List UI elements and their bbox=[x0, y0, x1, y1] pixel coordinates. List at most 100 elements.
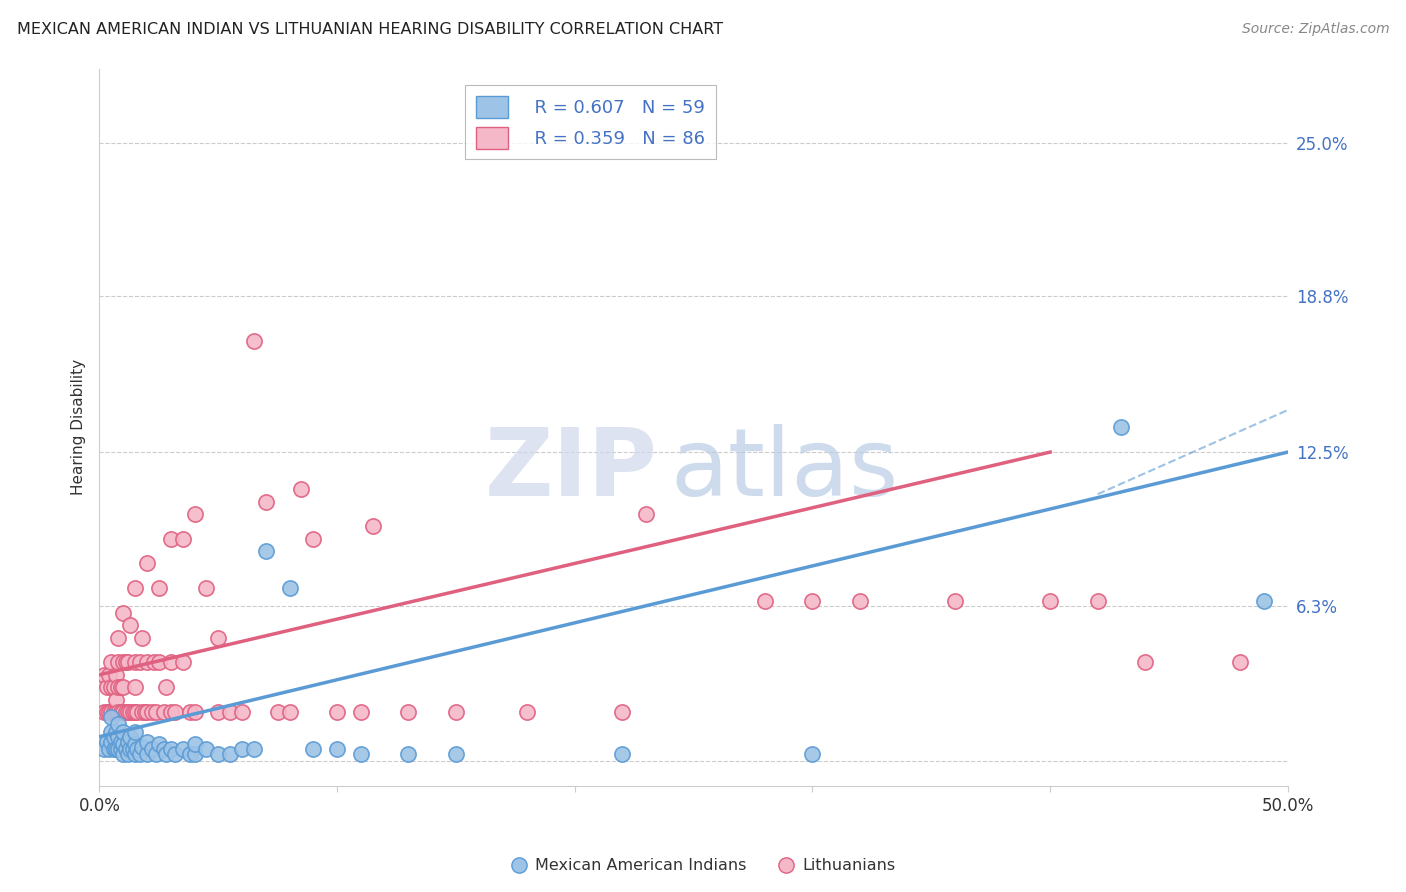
Point bbox=[105, 705, 128, 719]
Point bbox=[96, 705, 118, 719]
Point bbox=[105, 692, 128, 706]
Point bbox=[290, 482, 312, 496]
Point bbox=[278, 705, 301, 719]
Text: MEXICAN AMERICAN INDIAN VS LITHUANIAN HEARING DISABILITY CORRELATION CHART: MEXICAN AMERICAN INDIAN VS LITHUANIAN HE… bbox=[17, 22, 723, 37]
Point bbox=[127, 705, 149, 719]
Point bbox=[943, 593, 966, 607]
Point bbox=[107, 656, 129, 670]
Point bbox=[105, 742, 128, 756]
Point bbox=[326, 742, 349, 756]
Point bbox=[183, 507, 205, 521]
Y-axis label: Hearing Disability: Hearing Disability bbox=[72, 359, 86, 495]
Legend:   R = 0.607   N = 59,   R = 0.359   N = 86: R = 0.607 N = 59, R = 0.359 N = 86 bbox=[465, 85, 716, 160]
Point bbox=[278, 581, 301, 595]
Point bbox=[183, 737, 205, 751]
Point bbox=[302, 532, 325, 546]
Point bbox=[110, 742, 132, 756]
Point bbox=[1087, 593, 1109, 607]
Point bbox=[267, 705, 290, 719]
Point bbox=[148, 737, 170, 751]
Point bbox=[103, 730, 125, 744]
Point bbox=[141, 742, 163, 756]
Point bbox=[107, 717, 129, 731]
Point bbox=[165, 705, 187, 719]
Point bbox=[152, 705, 174, 719]
Point bbox=[107, 705, 129, 719]
Point bbox=[120, 618, 142, 632]
Point bbox=[136, 705, 159, 719]
Point bbox=[1111, 420, 1133, 434]
Point bbox=[107, 730, 129, 744]
Text: ZIP: ZIP bbox=[485, 425, 658, 516]
Point bbox=[219, 747, 242, 761]
Point bbox=[112, 606, 135, 620]
Point bbox=[112, 705, 135, 719]
Point bbox=[350, 705, 373, 719]
Point bbox=[107, 631, 129, 645]
Point bbox=[128, 656, 150, 670]
Point bbox=[127, 742, 149, 756]
Point bbox=[636, 507, 658, 521]
Point bbox=[117, 734, 139, 748]
Point bbox=[148, 656, 170, 670]
Point bbox=[159, 705, 181, 719]
Point bbox=[120, 730, 142, 744]
Point bbox=[112, 680, 135, 694]
Point bbox=[114, 742, 136, 756]
Point bbox=[117, 705, 139, 719]
Point bbox=[155, 680, 177, 694]
Point bbox=[110, 705, 132, 719]
Point bbox=[114, 656, 136, 670]
Point bbox=[103, 742, 125, 756]
Point bbox=[121, 742, 143, 756]
Point bbox=[131, 631, 153, 645]
Point bbox=[612, 747, 634, 761]
Point bbox=[107, 742, 129, 756]
Point bbox=[145, 705, 167, 719]
Point bbox=[112, 737, 135, 751]
Point bbox=[326, 705, 349, 719]
Point bbox=[143, 656, 166, 670]
Point bbox=[131, 739, 153, 754]
Point bbox=[219, 705, 242, 719]
Point bbox=[444, 705, 467, 719]
Point bbox=[103, 680, 125, 694]
Point bbox=[128, 747, 150, 761]
Point bbox=[93, 667, 115, 681]
Legend: Mexican American Indians, Lithuanians: Mexican American Indians, Lithuanians bbox=[505, 852, 901, 880]
Point bbox=[117, 656, 139, 670]
Point bbox=[254, 544, 277, 558]
Point bbox=[159, 656, 181, 670]
Point bbox=[120, 705, 142, 719]
Point bbox=[172, 532, 194, 546]
Point bbox=[100, 680, 122, 694]
Point bbox=[195, 742, 218, 756]
Point bbox=[159, 742, 181, 756]
Point bbox=[124, 581, 146, 595]
Point bbox=[112, 747, 135, 761]
Point bbox=[100, 734, 122, 748]
Point bbox=[110, 680, 132, 694]
Point bbox=[136, 734, 159, 748]
Point bbox=[107, 680, 129, 694]
Point bbox=[243, 334, 266, 348]
Point bbox=[516, 705, 538, 719]
Point bbox=[396, 747, 419, 761]
Point bbox=[1039, 593, 1062, 607]
Point bbox=[96, 734, 118, 748]
Point bbox=[112, 724, 135, 739]
Point bbox=[801, 747, 824, 761]
Point bbox=[124, 747, 146, 761]
Point bbox=[93, 705, 115, 719]
Point bbox=[124, 737, 146, 751]
Point bbox=[141, 705, 163, 719]
Point bbox=[105, 667, 128, 681]
Point bbox=[117, 747, 139, 761]
Point bbox=[183, 747, 205, 761]
Point bbox=[243, 742, 266, 756]
Point bbox=[849, 593, 872, 607]
Point bbox=[179, 747, 201, 761]
Point bbox=[754, 593, 776, 607]
Point bbox=[136, 747, 159, 761]
Point bbox=[112, 656, 135, 670]
